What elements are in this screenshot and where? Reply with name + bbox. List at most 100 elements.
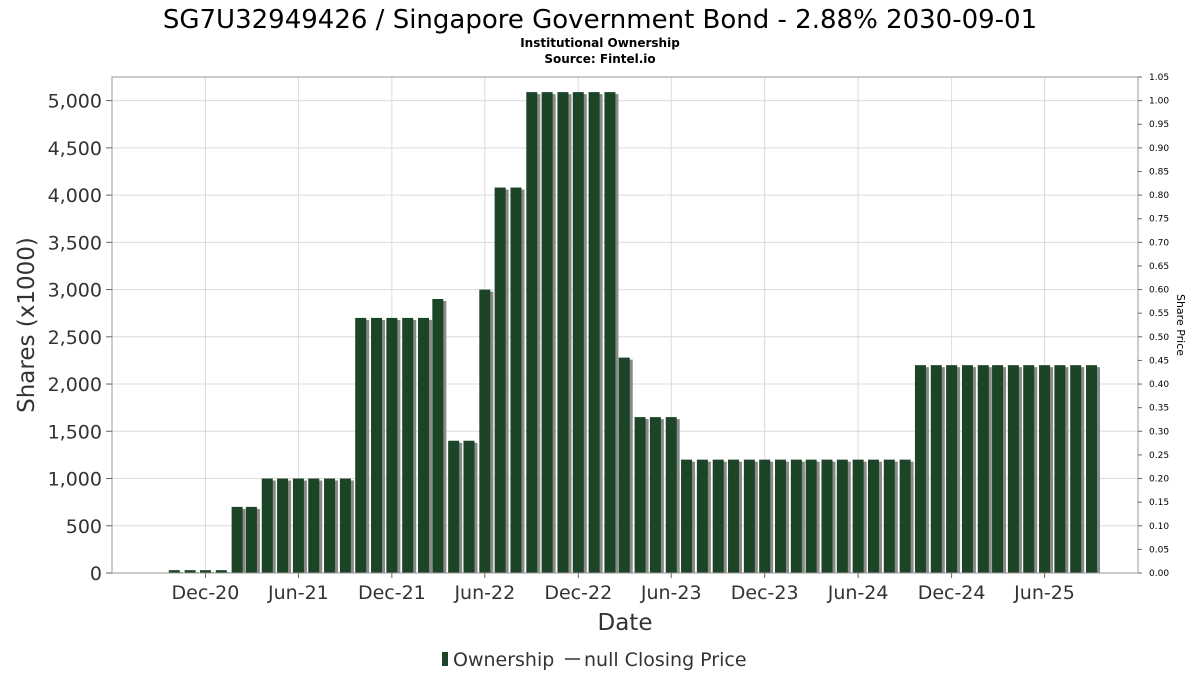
ownership-bar (541, 92, 553, 574)
y2-tick-label: 0.70 (1149, 238, 1169, 248)
ownership-bar (448, 440, 460, 573)
y-tick-label: 2,500 (48, 327, 102, 349)
y-tick-label: 1,500 (48, 421, 102, 443)
ownership-bar (743, 459, 755, 573)
ownership-bar (308, 478, 320, 573)
ownership-bar (245, 506, 257, 573)
ownership-bar (277, 478, 289, 573)
y-tick-label: 0 (90, 563, 102, 585)
ownership-bar (775, 459, 787, 573)
ownership-bar (899, 459, 911, 573)
ownership-bar (386, 317, 398, 573)
y2-tick-label: 0.25 (1149, 451, 1169, 461)
x-axis-label: Date (598, 610, 653, 636)
x-axis-ticks: Dec-20 Jun-21 Dec-21 Jun-22 Dec-22 Jun-23 Dec-… (172, 573, 1075, 604)
ownership-bar (914, 365, 926, 573)
ownership-bar (479, 289, 491, 573)
ownership-bar (215, 570, 227, 573)
y-axis-label: Shares (x1000) (14, 237, 40, 413)
y-tick-label: 3,000 (48, 280, 102, 302)
legend-ownership-swatch (442, 652, 448, 666)
ownership-bar (371, 317, 383, 573)
y2-tick-label: 0.90 (1149, 144, 1169, 154)
ownership-bar (836, 459, 848, 573)
y-tick-label: 4,000 (48, 185, 102, 207)
ownership-bar (634, 417, 646, 573)
x-tick-label: Dec-20 (172, 582, 240, 604)
y2-tick-label: 0.80 (1149, 191, 1169, 201)
y-tick-label: 2,000 (48, 374, 102, 396)
ownership-bar (1007, 365, 1019, 573)
ownership-bar (1023, 365, 1035, 573)
ownership-bar (572, 92, 584, 574)
x-tick-label: Jun-22 (453, 582, 515, 604)
x-tick-label: Jun-24 (827, 582, 889, 604)
ownership-bar (526, 92, 538, 574)
ownership-bar (324, 478, 336, 573)
ownership-bar (930, 365, 942, 573)
ownership-bar (618, 357, 630, 573)
y2-tick-label: 0.45 (1149, 356, 1169, 366)
y2-axis-ticks: 0.00 0.05 0.10 0.15 0.20 0.25 0.30 0.35 0.40 0.45… (1138, 73, 1169, 579)
y2-tick-label: 0.75 (1149, 215, 1169, 225)
ownership-bar (588, 92, 600, 574)
ownership-bar (805, 459, 817, 573)
y2-tick-label: 0.95 (1149, 120, 1169, 130)
ownership-bar (1039, 365, 1051, 573)
x-tick-label: Dec-24 (918, 582, 986, 604)
y-tick-label: 1,000 (48, 469, 102, 491)
ownership-bar (867, 459, 879, 573)
ownership-bar (961, 365, 973, 573)
ownership-bar (665, 417, 677, 573)
x-tick-label: Dec-22 (544, 582, 612, 604)
y2-tick-label: 0.10 (1149, 522, 1169, 532)
ownership-bar (728, 459, 740, 573)
legend-ownership-label: Ownership (453, 649, 554, 671)
plot-area-frame (111, 76, 1139, 574)
x-tick-label: Dec-21 (358, 582, 426, 604)
y-axis-ticks: 0 500 1,000 1,500 2,000 2,500 3,000 3,500 4,000 4… (48, 91, 112, 585)
ownership-bar (790, 459, 802, 573)
y-tick-label: 4,500 (48, 138, 102, 160)
ownership-bar (432, 299, 444, 573)
x-tick-label: Jun-21 (267, 582, 329, 604)
bars-layer (168, 92, 1101, 574)
y2-tick-label: 0.65 (1149, 262, 1169, 272)
y-tick-label: 500 (66, 516, 102, 538)
ownership-bar (184, 570, 196, 573)
legend-closing-price-label: null Closing Price (584, 649, 747, 671)
ownership-bar (604, 92, 616, 574)
ownership-bar (992, 365, 1004, 573)
ownership-bar (557, 92, 569, 574)
y2-tick-label: 0.30 (1149, 427, 1169, 437)
ownership-bar (696, 459, 708, 573)
ownership-bar (355, 317, 367, 573)
ownership-bar (946, 365, 958, 573)
y2-tick-label: 0.85 (1149, 167, 1169, 177)
y2-tick-label: 0.55 (1149, 309, 1169, 319)
ownership-bar (199, 570, 211, 573)
ownership-bar (261, 478, 273, 573)
ownership-bar (883, 459, 895, 573)
y2-tick-label: 0.50 (1149, 333, 1169, 343)
ownership-bar (759, 459, 771, 573)
y2-tick-label: 0.35 (1149, 404, 1169, 414)
x-tick-label: Jun-23 (640, 582, 702, 604)
ownership-bar (821, 459, 833, 573)
y2-tick-label: 1.00 (1149, 97, 1169, 107)
y2-tick-label: 0.40 (1149, 380, 1169, 390)
ownership-bar (649, 417, 661, 573)
legend: Ownership null Closing Price (442, 649, 747, 671)
x-tick-label: Dec-23 (731, 582, 799, 604)
y2-tick-label: 0.15 (1149, 498, 1169, 508)
y2-tick-label: 0.05 (1149, 545, 1169, 555)
y2-axis-label: Share Price (1174, 294, 1187, 356)
ownership-bar (1070, 365, 1082, 573)
ownership-bar (463, 440, 475, 573)
ownership-bar (977, 365, 989, 573)
ownership-bar (510, 187, 522, 573)
y2-tick-label: 0.60 (1149, 286, 1169, 296)
y2-tick-label: 1.05 (1149, 73, 1169, 83)
y2-tick-label: 0.00 (1149, 569, 1169, 579)
